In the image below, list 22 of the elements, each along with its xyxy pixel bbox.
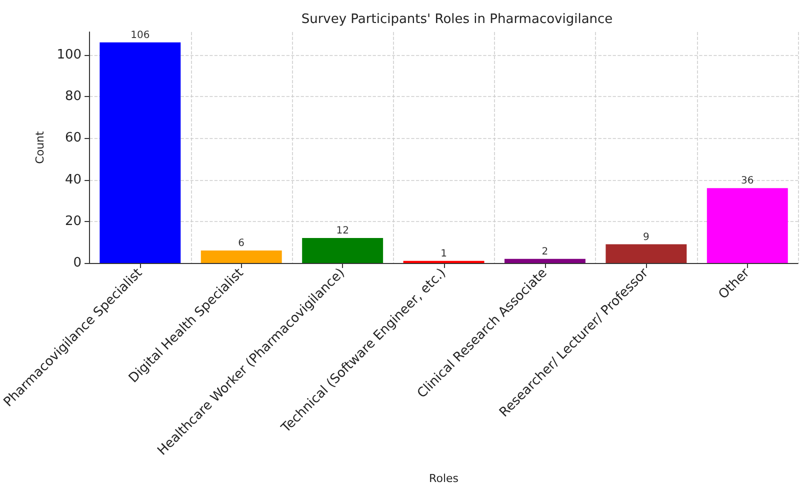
y-tick-label: 40 (65, 172, 82, 188)
bar (504, 258, 586, 263)
bar (606, 244, 687, 263)
data-label: 36 (741, 176, 754, 187)
data-label: 12 (336, 226, 349, 237)
data-label: 6 (238, 238, 245, 250)
bar (302, 238, 384, 263)
bar (100, 42, 181, 263)
y-axis-title: Count (34, 130, 47, 164)
data-label: 2 (542, 246, 548, 258)
bar (200, 250, 282, 263)
data-label: 1 (440, 248, 447, 260)
chart-title: Survey Participants' Roles in Pharmacovigilance (301, 12, 613, 27)
y-tick-label: 100 (56, 47, 82, 62)
data-label: 9 (643, 232, 650, 243)
y-tick-label: 80 (65, 89, 82, 104)
y-tick-label: 60 (65, 130, 82, 146)
bar (706, 188, 788, 263)
x-axis-title: Roles (429, 472, 459, 485)
data-label: 106 (130, 30, 150, 41)
y-tick-label: 20 (65, 214, 82, 229)
y-tick-label: 0 (73, 256, 82, 270)
